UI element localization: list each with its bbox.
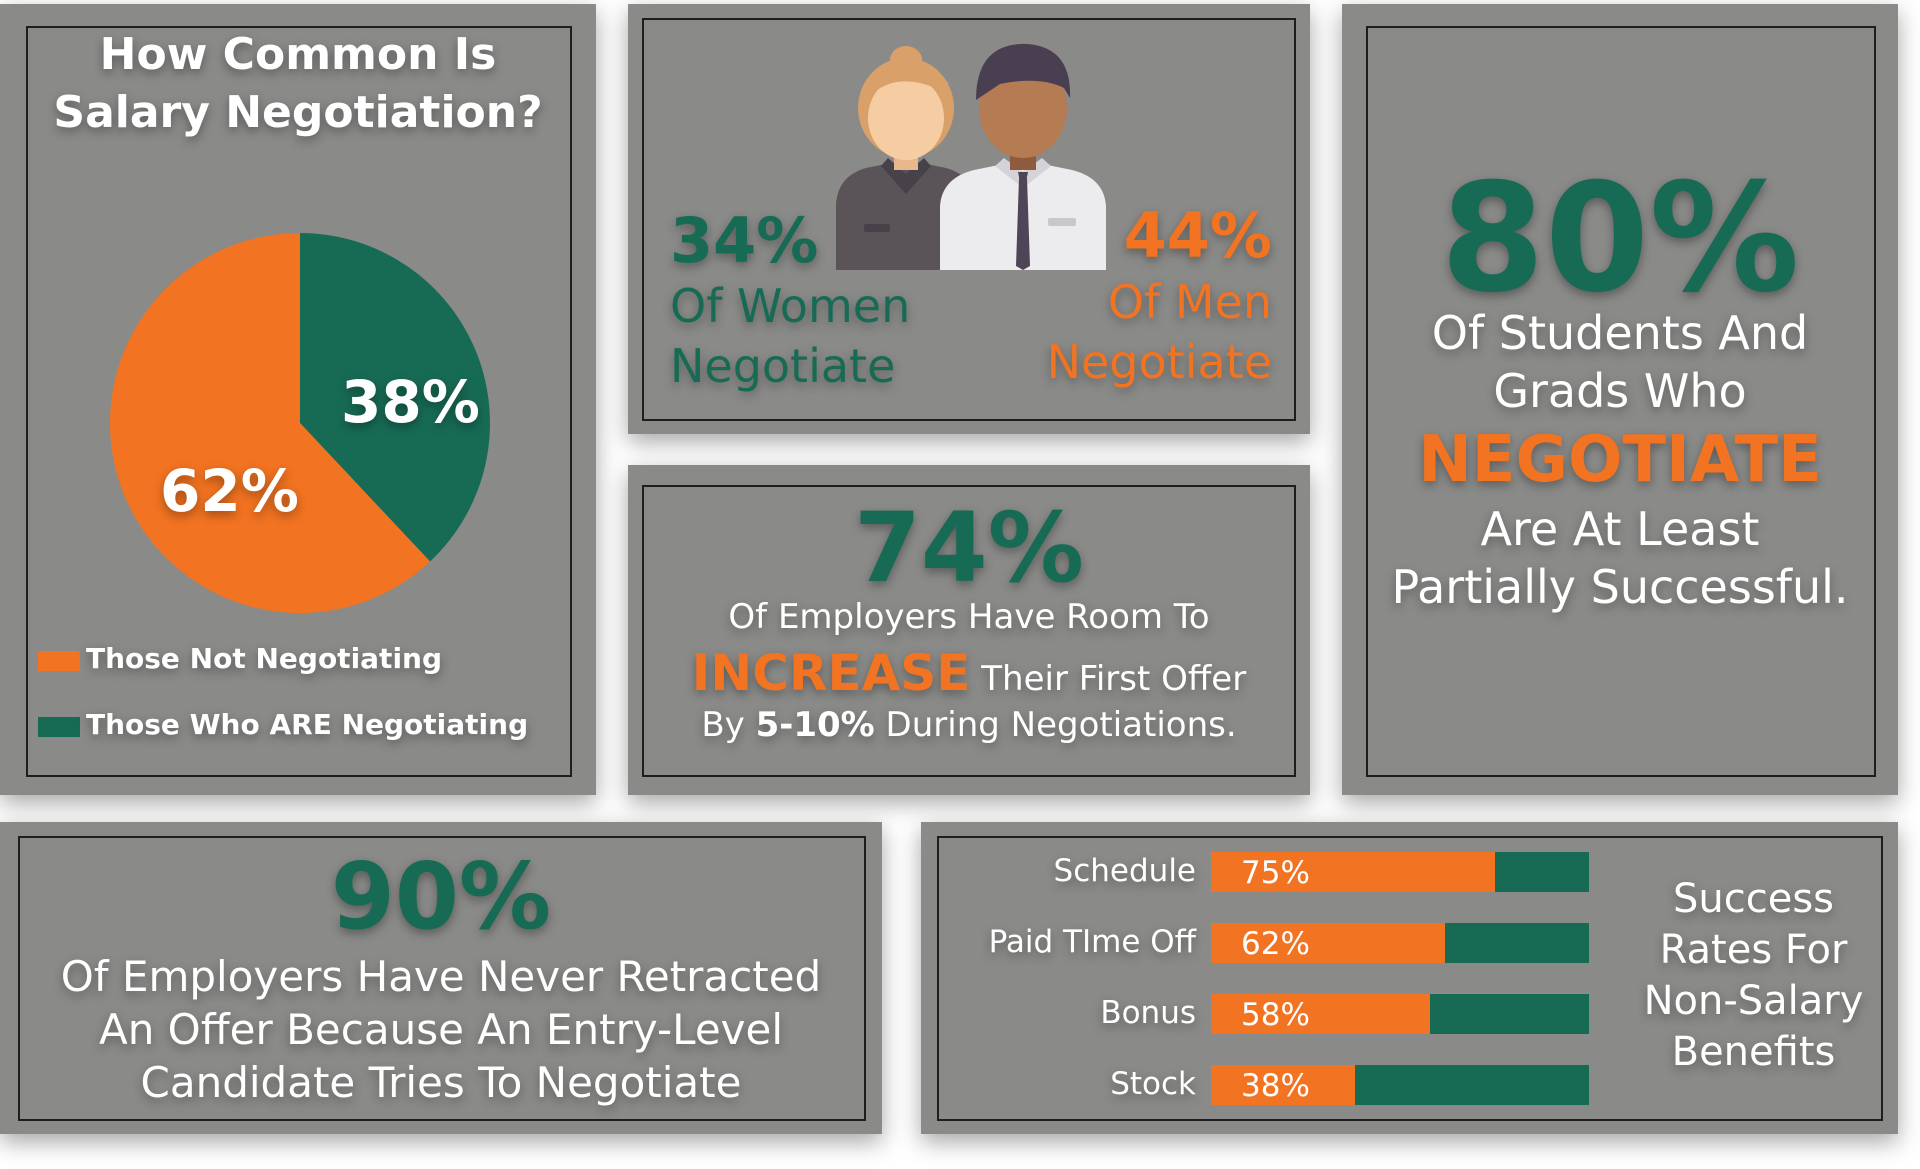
- men-label: Of Men Negotiate: [1047, 272, 1272, 392]
- pie-label-negotiating: 38%: [341, 368, 480, 436]
- benefits-title-line3: Non-Salary: [1643, 978, 1864, 1024]
- employers-room-line3-pre: By: [701, 705, 756, 745]
- employers-room-panel: 74% Of Employers Have Room To INCREASE T…: [628, 465, 1310, 795]
- pie-slice-not-negotiating: [110, 233, 431, 613]
- bar-fill: [1211, 923, 1446, 963]
- retract-line1: Of Employers Have Never Retracted: [60, 952, 822, 1001]
- retract-line2: An Offer Because An Entry-Level: [98, 1005, 784, 1054]
- legend-swatch-negotiating: [38, 717, 80, 737]
- negotiate-highlight: NEGOTIATE: [1418, 423, 1822, 497]
- students-line2: Grads Who: [1493, 364, 1747, 418]
- employers-room-line2-rest: Their First Offer: [970, 659, 1247, 699]
- employers-room-line1: Of Employers Have Room To: [728, 597, 1210, 637]
- employers-room-panel-frame: [642, 485, 1296, 777]
- students-pct: 80%: [1440, 152, 1800, 326]
- bar-value-label: 75%: [1241, 855, 1310, 891]
- legend-label-not-negotiating: Those Not Negotiating: [86, 642, 443, 675]
- bar-value-label: 38%: [1241, 1068, 1310, 1104]
- woman-avatar-icon: [836, 46, 976, 270]
- pie-title: How Common Is Salary Negotiation?: [0, 26, 596, 142]
- bar-track: 75%: [1211, 852, 1589, 892]
- increase-highlight: INCREASE: [691, 644, 971, 702]
- pie-title-line2: Salary Negotiation?: [53, 87, 543, 138]
- students-panel: 80% Of Students And Grads Who NEGOTIATE …: [1342, 4, 1898, 795]
- pie-label-not-negotiating: 62%: [160, 457, 299, 525]
- benefits-panel: Schedule 75% Paid TIme Off 62% Bonus 58% Stock…: [921, 822, 1898, 1134]
- employers-room-line3: By 5-10% During Negotiations.: [628, 705, 1310, 745]
- students-line1: Of Students And: [1431, 306, 1809, 360]
- retract-panel: 90% Of Employers Have Never Retracted An…: [0, 822, 882, 1134]
- man-avatar-icon: [940, 43, 1106, 270]
- pie-panel-frame: [26, 26, 572, 777]
- retract-text: Of Employers Have Never Retracted An Off…: [0, 950, 882, 1109]
- bar-track: 62%: [1211, 923, 1589, 963]
- bar-label-paid-time-off: Paid TIme Off: [988, 924, 1196, 960]
- bar-track: 38%: [1211, 1065, 1589, 1105]
- bar-label-stock: Stock: [1110, 1066, 1196, 1102]
- employers-room-line3-post: During Negotiations.: [874, 705, 1237, 745]
- pie-title-line1: How Common Is: [99, 29, 497, 80]
- employers-room-pct: 74%: [854, 492, 1084, 604]
- benefits-title-line1: Success: [1672, 876, 1834, 922]
- benefits-title: Success Rates For Non-Salary Benefits: [1621, 874, 1886, 1078]
- legend-label-negotiating: Those Who ARE Negotiating: [86, 708, 529, 741]
- students-line3: Are At Least: [1480, 502, 1760, 556]
- retract-pct: 90%: [330, 843, 552, 950]
- students-line4: Partially Successful.: [1391, 560, 1849, 614]
- retract-panel-frame: [18, 836, 866, 1121]
- women-pct: 34%: [670, 204, 819, 277]
- bar-fill: [1211, 994, 1431, 1034]
- students-panel-frame: [1366, 26, 1876, 777]
- bar-fill: [1211, 852, 1495, 892]
- women-label-line1: Of Women: [670, 279, 911, 333]
- bar-value-label: 62%: [1241, 926, 1310, 962]
- retract-line3: Candidate Tries To Negotiate: [140, 1058, 742, 1107]
- bar-label-schedule: Schedule: [1053, 853, 1196, 889]
- benefits-bar-chart: Schedule 75% Paid TIme Off 62% Bonus 58% Stock…: [921, 822, 1621, 1134]
- students-text: Of Students And Grads Who NEGOTIATE Are …: [1342, 304, 1898, 616]
- men-pct: 44%: [1123, 199, 1272, 272]
- gender-panel: 34% Of Women Negotiate 44% Of Men Negoti…: [628, 4, 1310, 434]
- women-label: Of Women Negotiate: [670, 276, 910, 396]
- men-label-line2: Negotiate: [1046, 335, 1272, 389]
- pie-slices: [110, 233, 490, 613]
- pie-chart: [110, 233, 490, 613]
- employers-room-range: 5-10%: [755, 705, 875, 745]
- bar-label-bonus: Bonus: [1100, 995, 1196, 1031]
- pie-panel: How Common Is Salary Negotiation? 62% 38…: [0, 4, 596, 795]
- benefits-title-line2: Rates For: [1659, 927, 1848, 973]
- legend-swatch-not-negotiating: [38, 651, 80, 671]
- bar-value-label: 58%: [1241, 997, 1310, 1033]
- pie-slice-negotiating: [300, 233, 490, 562]
- benefits-panel-frame: [937, 836, 1883, 1121]
- gender-panel-frame: [642, 18, 1296, 421]
- bar-track: 58%: [1211, 994, 1589, 1034]
- bar-fill: [1211, 1065, 1355, 1105]
- men-label-line1: Of Men: [1107, 275, 1272, 329]
- benefits-title-line4: Benefits: [1671, 1029, 1836, 1075]
- women-label-line2: Negotiate: [670, 339, 896, 393]
- employers-room-line2: INCREASE Their First Offer: [628, 645, 1310, 707]
